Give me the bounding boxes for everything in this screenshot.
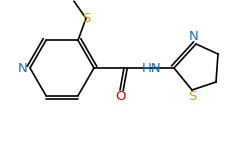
Text: N: N — [18, 61, 28, 75]
Text: O: O — [115, 90, 125, 104]
Text: S: S — [82, 12, 90, 25]
Text: N: N — [189, 30, 199, 44]
Text: HN: HN — [142, 61, 162, 75]
Text: S: S — [188, 90, 196, 104]
